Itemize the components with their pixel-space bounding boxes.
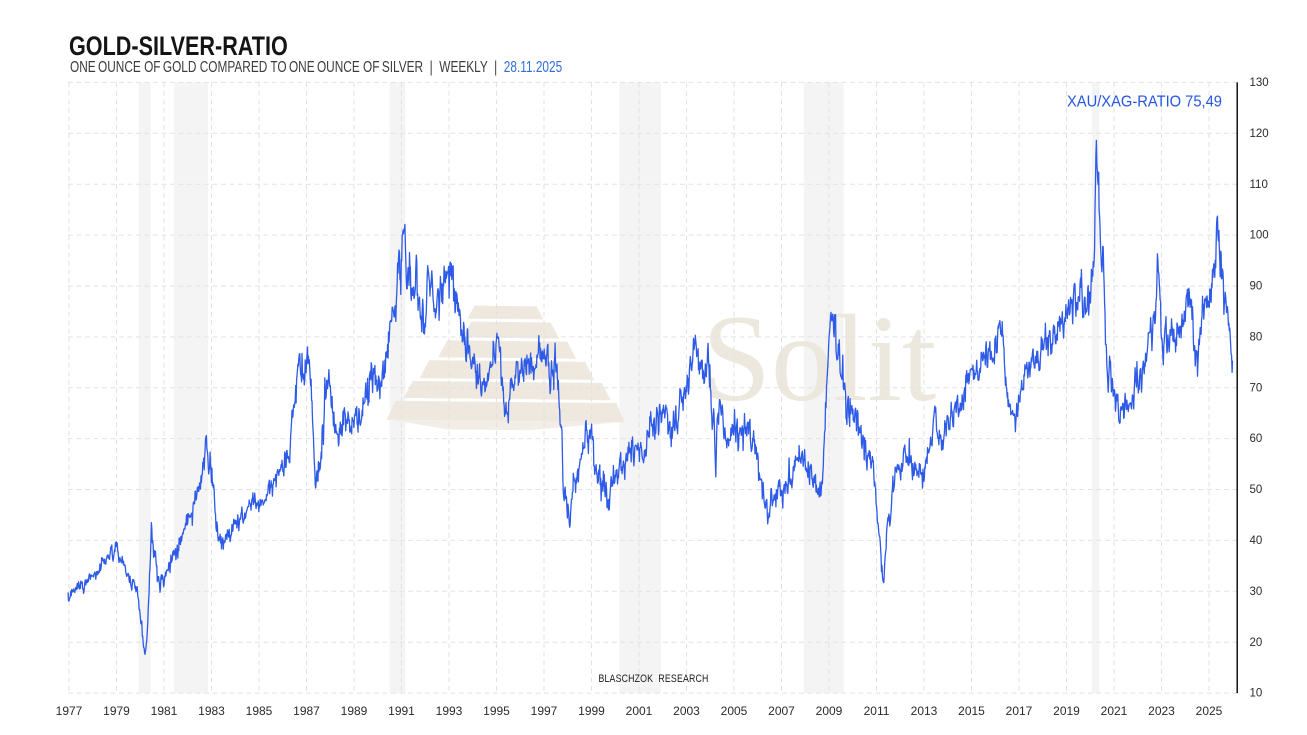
svg-text:2025: 2025: [1196, 704, 1223, 718]
svg-text:BLASCHZOK RESEARCH: BLASCHZOK RESEARCH: [598, 673, 708, 685]
svg-text:30: 30: [1250, 586, 1263, 598]
svg-text:70: 70: [1250, 382, 1263, 394]
svg-text:110: 110: [1250, 179, 1268, 191]
svg-text:1979: 1979: [103, 704, 130, 718]
svg-text:1989: 1989: [341, 704, 368, 718]
svg-text:1983: 1983: [198, 704, 225, 718]
svg-text:80: 80: [1250, 332, 1263, 344]
svg-text:60: 60: [1250, 433, 1263, 445]
svg-text:10: 10: [1250, 688, 1263, 700]
svg-text:1995: 1995: [483, 704, 510, 718]
svg-text:2003: 2003: [673, 704, 700, 718]
svg-text:130: 130: [1250, 77, 1269, 89]
svg-text:2009: 2009: [816, 704, 843, 718]
svg-text:2001: 2001: [626, 704, 653, 718]
svg-text:XAU/XAG-RATIO 75,49: XAU/XAG-RATIO 75,49: [1067, 93, 1222, 111]
svg-text:2021: 2021: [1101, 704, 1128, 718]
svg-text:1993: 1993: [436, 704, 463, 718]
svg-text:50: 50: [1250, 484, 1263, 496]
svg-text:100: 100: [1250, 230, 1269, 242]
svg-text:2007: 2007: [768, 704, 795, 718]
svg-text:1999: 1999: [578, 704, 605, 718]
svg-text:2013: 2013: [911, 704, 938, 718]
svg-text:40: 40: [1250, 535, 1263, 547]
svg-text:2015: 2015: [958, 704, 985, 718]
svg-text:2019: 2019: [1053, 704, 1080, 718]
svg-text:1997: 1997: [531, 704, 558, 718]
svg-text:Solit: Solit: [702, 290, 936, 427]
svg-text:1977: 1977: [56, 704, 83, 718]
svg-text:1991: 1991: [388, 704, 415, 718]
svg-text:2005: 2005: [721, 704, 748, 718]
svg-text:20: 20: [1250, 637, 1263, 649]
svg-text:120: 120: [1250, 128, 1269, 140]
svg-text:90: 90: [1250, 281, 1263, 293]
svg-text:2017: 2017: [1006, 704, 1033, 718]
svg-text:1987: 1987: [293, 704, 320, 718]
svg-text:1985: 1985: [246, 704, 273, 718]
svg-text:2023: 2023: [1148, 704, 1175, 718]
svg-text:1981: 1981: [151, 704, 178, 718]
svg-text:2011: 2011: [864, 704, 890, 718]
